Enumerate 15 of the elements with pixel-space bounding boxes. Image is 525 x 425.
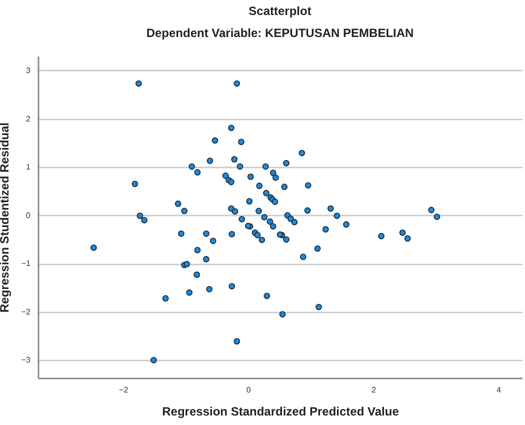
chart-title: Scatterplot [248,4,312,18]
x-axis-title: Regression Standardized Predicted Value [162,404,400,418]
y-axis-title: Regression Studentized Residual [0,122,12,313]
y-tick-label: 2 [26,114,32,124]
y-tick-label: 1 [26,162,32,172]
y-tick-label: −1 [21,259,32,268]
x-tick-label: 2 [371,386,376,394]
chart-subtitle: Dependent Variable: KEPUTUSAN PEMBELIAN [146,26,414,40]
x-tick-label: 0 [246,386,252,394]
y-tick-label: 3 [26,66,32,75]
y-tick-label: 0 [26,210,32,220]
y-tick-label: −2 [21,307,32,316]
x-tick-label: 4 [496,386,502,394]
x-tick-label: −2 [118,386,129,394]
y-tick-label: −3 [21,356,32,365]
